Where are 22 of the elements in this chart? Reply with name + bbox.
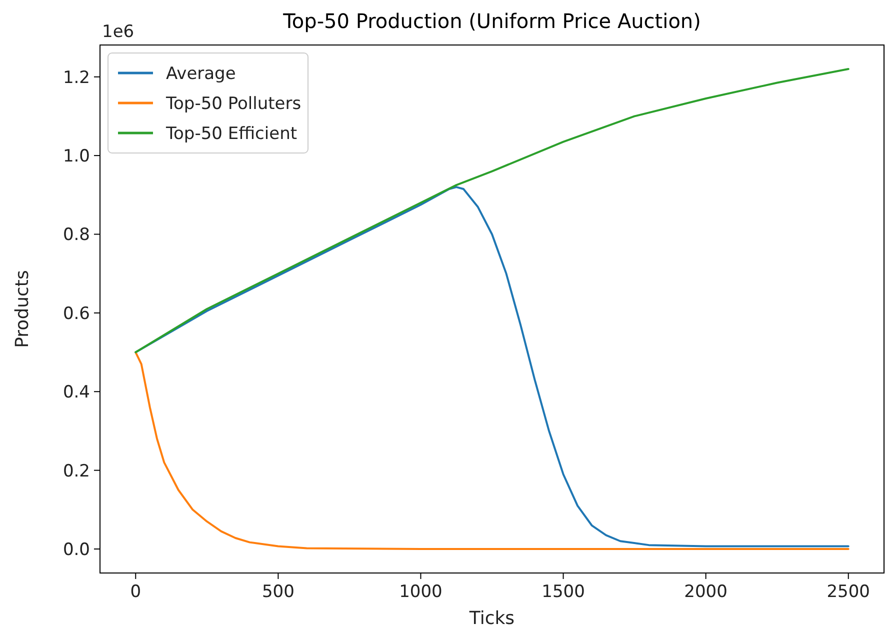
y-tick-label: 0.4 bbox=[62, 382, 90, 403]
text: 1e6 bbox=[102, 22, 134, 42]
x-axis-title: Ticks bbox=[468, 608, 515, 629]
legend-label: Top-50 Efficient bbox=[165, 124, 298, 144]
chart-title: Top-50 Production (Uniform Price Auction) bbox=[282, 9, 701, 33]
y-tick-label: 0.2 bbox=[62, 461, 90, 482]
x-tick-label: 0 bbox=[130, 582, 142, 602]
y-tick-label: 1.2 bbox=[62, 68, 90, 88]
x-tick-label: 1000 bbox=[399, 582, 442, 602]
y-tick-label: 0.0 bbox=[62, 540, 90, 560]
y-tick-label: 0.6 bbox=[62, 304, 90, 324]
x-tick-label: 2000 bbox=[684, 582, 728, 602]
legend-label: Top-50 Polluters bbox=[165, 94, 302, 114]
line-series bbox=[134, 68, 850, 354]
x-tick-label: 1500 bbox=[542, 582, 585, 602]
y-axis-title: Products bbox=[12, 270, 33, 348]
x-tick-label: 500 bbox=[262, 582, 294, 602]
x-tick-label: 2500 bbox=[826, 582, 870, 602]
line-series bbox=[134, 351, 850, 550]
y-tick-label: 0.8 bbox=[62, 225, 90, 246]
legend-label: Average bbox=[166, 64, 236, 84]
y-tick-label: 1.0 bbox=[62, 146, 90, 167]
